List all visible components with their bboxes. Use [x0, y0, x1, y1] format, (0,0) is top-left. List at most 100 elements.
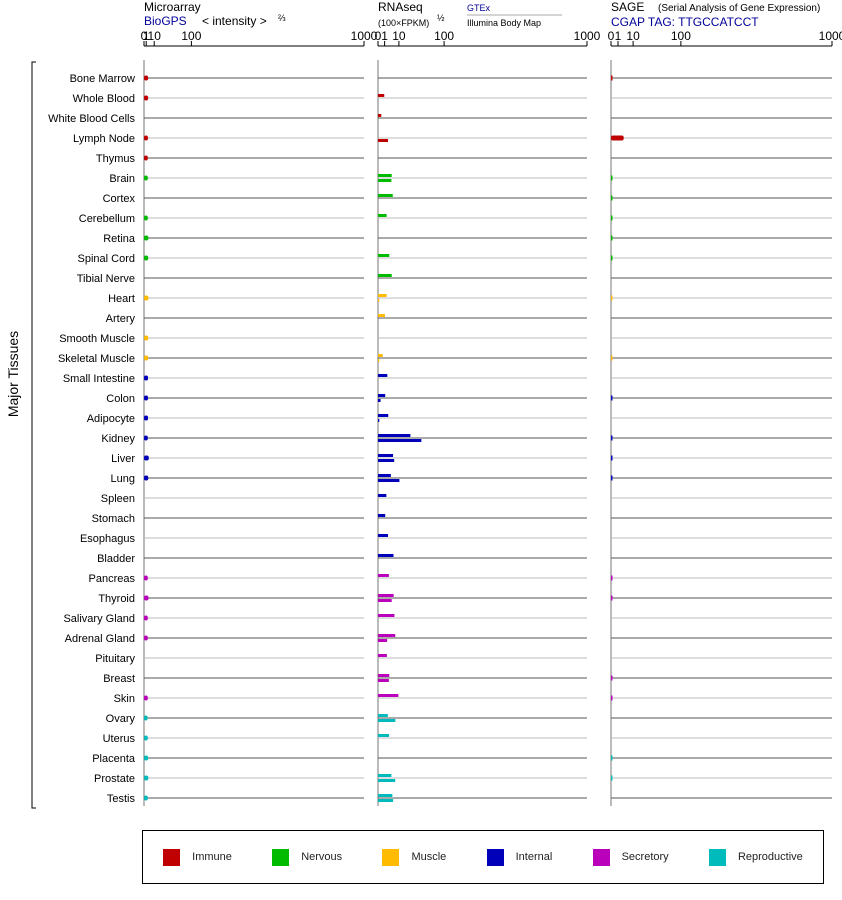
sage-bar — [611, 255, 613, 261]
legend-item-immune: Immune — [163, 848, 232, 866]
sage-bar — [611, 235, 613, 241]
tissue-label: Lymph Node — [73, 133, 135, 145]
rnaseq-ibm-bar — [378, 459, 395, 462]
tissue-label: Smooth Muscle — [59, 333, 135, 345]
tissue-label: Spleen — [101, 493, 135, 505]
microarray-tick-label: 0 — [141, 29, 148, 43]
microarray-tick-label: 10 — [148, 29, 162, 43]
rnaseq-title: RNAseq — [378, 0, 423, 14]
microarray-source: BioGPS — [144, 14, 187, 28]
tissue-label: Heart — [108, 293, 135, 305]
microarray-bar — [144, 635, 148, 641]
legend: Immune Nervous Muscle Internal Secretory Repr… — [142, 830, 824, 884]
sage-bar — [611, 695, 613, 701]
rnaseq-ibm-bar — [378, 719, 396, 722]
rnaseq-gtex-bar — [378, 794, 393, 797]
tissue-label: Pituitary — [95, 653, 135, 665]
legend-swatch — [272, 848, 290, 866]
sage-tick-label: 10 — [626, 29, 640, 43]
tissue-label: Uterus — [103, 733, 136, 745]
sage-tag: CGAP TAG: TTGCCATCCT — [611, 15, 759, 29]
rnaseq-tick-label: 0 — [375, 29, 382, 43]
tissue-label: Breast — [103, 673, 135, 685]
sage-tick-label: 100 — [671, 29, 691, 43]
microarray-bar — [144, 235, 149, 241]
microarray-bar — [144, 415, 149, 421]
microarray-bar — [144, 715, 148, 721]
microarray-bar — [144, 355, 149, 361]
sage-bar — [611, 175, 613, 181]
microarray-bar — [144, 695, 148, 701]
tissue-label: Artery — [106, 313, 136, 325]
legend-label: Muscle — [411, 851, 447, 863]
rnaseq-ibm-bar — [378, 599, 392, 602]
rnaseq-gtex-bar — [378, 674, 390, 677]
sage-tick-label: 1 — [615, 29, 622, 43]
rnaseq-gtex-bar — [378, 434, 411, 437]
rnaseq-gtex-bar — [378, 214, 387, 217]
y-axis-label: Major Tissues — [5, 331, 21, 417]
microarray-bar — [144, 135, 148, 141]
rnaseq-ibm-bar — [378, 799, 394, 802]
microarray-bar — [144, 375, 149, 381]
rnaseq-gtex-bar — [378, 354, 383, 357]
rnaseq-ibm-bar — [378, 299, 380, 302]
legend-swatch — [592, 848, 610, 866]
legend-swatch — [382, 848, 400, 866]
rnaseq-gtex-bar — [378, 634, 396, 637]
rnaseq-gtex-bar — [378, 554, 394, 557]
microarray-tick-label: 1000 — [351, 29, 378, 43]
rnaseq-gtex-bar — [378, 94, 385, 97]
rnaseq-gtex-bar — [378, 494, 387, 497]
legend-item-muscle: Muscle — [382, 848, 447, 866]
microarray-bar — [144, 255, 149, 261]
sage-title: SAGE — [611, 0, 644, 14]
rnaseq-gtex-bar — [378, 414, 389, 417]
y-axis-bracket — [31, 61, 36, 809]
legend-item-nervous: Nervous — [272, 848, 342, 866]
tissue-label: Placenta — [92, 753, 136, 765]
sage-bar — [611, 75, 613, 81]
sage-title-note: (Serial Analysis of Gene Expression) — [658, 3, 820, 14]
microarray-tick-label: 100 — [181, 29, 201, 43]
tissue-label: Adipocyte — [87, 413, 135, 425]
tissue-label: Pancreas — [89, 573, 136, 585]
rnaseq-gtex-bar — [378, 294, 387, 297]
legend-label: Secretory — [621, 851, 669, 863]
microarray-bar — [144, 395, 149, 401]
rnaseq-gtex-bar — [378, 714, 388, 717]
rnaseq-gtex-bar — [378, 174, 392, 177]
tissue-label: Tibial Nerve — [77, 273, 135, 285]
tissue-label: Spinal Cord — [78, 253, 135, 265]
sage-bar — [611, 475, 613, 481]
sage-tick-label: 1000 — [819, 29, 842, 43]
rnaseq-tick-label: 10 — [392, 29, 406, 43]
rnaseq-ibm-bar — [378, 359, 380, 362]
rnaseq-ibm-bar — [378, 639, 388, 642]
rnaseq-gtex-bar — [378, 314, 385, 317]
tissue-label: Adrenal Gland — [65, 633, 135, 645]
microarray-bar — [144, 295, 149, 301]
microarray-bar — [144, 475, 149, 481]
legend-label: Reproductive — [737, 851, 803, 863]
microarray-scale-label: < intensity > — [202, 14, 267, 28]
tissue-label: Skeletal Muscle — [58, 353, 135, 365]
rnaseq-gtex-bar — [378, 514, 386, 517]
microarray-bar — [144, 95, 149, 101]
rnaseq-gtex-bar — [378, 254, 390, 257]
rnaseq-gtex-bar — [378, 474, 391, 477]
rnaseq-gtex-bar — [378, 614, 395, 617]
rnaseq-gtex-bar — [378, 654, 387, 657]
microarray-bar — [144, 595, 149, 601]
rnaseq-gtex-bar — [378, 114, 382, 117]
sage-bar — [611, 355, 613, 361]
tissue-label: Ovary — [106, 713, 136, 725]
rnaseq-gtex-bar — [378, 394, 386, 397]
microarray-bar — [144, 335, 149, 341]
microarray-bar — [144, 455, 149, 461]
tissue-label: Bone Marrow — [70, 73, 135, 85]
tissue-label: Cortex — [103, 193, 136, 205]
sage-bar — [611, 575, 613, 581]
rnaseq-ibm-bar — [378, 139, 389, 142]
microarray-title: Microarray — [144, 0, 201, 14]
